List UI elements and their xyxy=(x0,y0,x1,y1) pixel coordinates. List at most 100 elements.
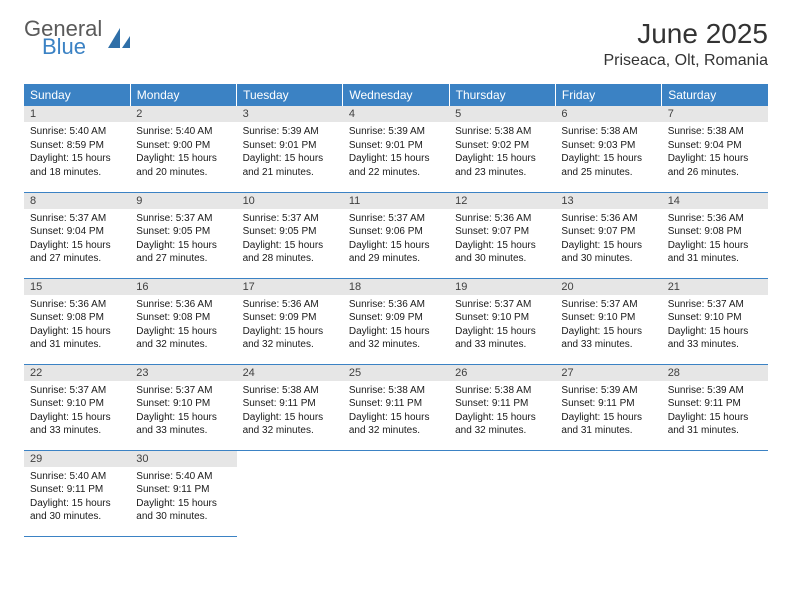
day-number: 2 xyxy=(130,106,236,122)
sunrise-line: Sunrise: 5:37 AM xyxy=(455,298,549,312)
sunrise-line: Sunrise: 5:36 AM xyxy=(455,212,549,226)
sunrise-line: Sunrise: 5:36 AM xyxy=(349,298,443,312)
day-details: Sunrise: 5:36 AMSunset: 9:09 PMDaylight:… xyxy=(343,295,449,356)
sunrise-line: Sunrise: 5:38 AM xyxy=(243,384,337,398)
sunrise-line: Sunrise: 5:37 AM xyxy=(349,212,443,226)
day-details: Sunrise: 5:39 AMSunset: 9:11 PMDaylight:… xyxy=(662,381,768,442)
day-details: Sunrise: 5:38 AMSunset: 9:03 PMDaylight:… xyxy=(555,122,661,183)
daylight-line: Daylight: 15 hours and 31 minutes. xyxy=(561,411,655,438)
day-details: Sunrise: 5:37 AMSunset: 9:10 PMDaylight:… xyxy=(662,295,768,356)
sunrise-line: Sunrise: 5:38 AM xyxy=(561,125,655,139)
calendar-cell: 10Sunrise: 5:37 AMSunset: 9:05 PMDayligh… xyxy=(237,192,343,278)
calendar-cell: 16Sunrise: 5:36 AMSunset: 9:08 PMDayligh… xyxy=(130,278,236,364)
sunset-line: Sunset: 9:03 PM xyxy=(561,139,655,153)
daylight-line: Daylight: 15 hours and 22 minutes. xyxy=(349,152,443,179)
day-number: 13 xyxy=(555,193,661,209)
day-details: Sunrise: 5:37 AMSunset: 9:05 PMDaylight:… xyxy=(130,209,236,270)
day-number: 22 xyxy=(24,365,130,381)
sunrise-line: Sunrise: 5:38 AM xyxy=(455,384,549,398)
daylight-line: Daylight: 15 hours and 32 minutes. xyxy=(455,411,549,438)
sunset-line: Sunset: 9:11 PM xyxy=(668,397,762,411)
sunset-line: Sunset: 9:11 PM xyxy=(561,397,655,411)
day-number: 17 xyxy=(237,279,343,295)
day-number: 29 xyxy=(24,451,130,467)
sunset-line: Sunset: 9:11 PM xyxy=(349,397,443,411)
calendar-cell: 13 Sunrise: 5:36 AMSunset: 9:07 PMDayligh… xyxy=(555,192,661,278)
sunset-line: Sunset: 9:11 PM xyxy=(243,397,337,411)
day-number: 6 xyxy=(555,106,661,122)
weekday-header: Wednesday xyxy=(343,84,449,106)
daylight-line: Daylight: 15 hours and 27 minutes. xyxy=(136,239,230,266)
sunset-line: Sunset: 9:01 PM xyxy=(349,139,443,153)
sunrise-line: Sunrise: 5:37 AM xyxy=(243,212,337,226)
day-number: 19 xyxy=(449,279,555,295)
calendar-cell: 27Sunrise: 5:39 AMSunset: 9:11 PMDayligh… xyxy=(555,364,661,450)
daylight-line: Daylight: 15 hours and 32 minutes. xyxy=(349,411,443,438)
calendar-table: SundayMondayTuesdayWednesdayThursdayFrid… xyxy=(24,84,768,537)
sunset-line: Sunset: 8:59 PM xyxy=(30,139,124,153)
calendar-cell: 24Sunrise: 5:38 AMSunset: 9:11 PMDayligh… xyxy=(237,364,343,450)
sunrise-line: Sunrise: 5:40 AM xyxy=(30,125,124,139)
daylight-line: Daylight: 15 hours and 29 minutes. xyxy=(349,239,443,266)
sunset-line: Sunset: 9:08 PM xyxy=(136,311,230,325)
sunset-line: Sunset: 9:11 PM xyxy=(455,397,549,411)
calendar-cell: 18Sunrise: 5:36 AMSunset: 9:09 PMDayligh… xyxy=(343,278,449,364)
daylight-line: Daylight: 15 hours and 33 minutes. xyxy=(668,325,762,352)
sunset-line: Sunset: 9:10 PM xyxy=(668,311,762,325)
daylight-line: Daylight: 15 hours and 33 minutes. xyxy=(561,325,655,352)
calendar-cell xyxy=(449,450,555,536)
logo-sail-icon xyxy=(106,26,132,52)
day-number: 7 xyxy=(662,106,768,122)
day-number: 26 xyxy=(449,365,555,381)
sunrise-line: Sunrise: 5:37 AM xyxy=(561,298,655,312)
sunset-line: Sunset: 9:05 PM xyxy=(243,225,337,239)
sunset-line: Sunset: 9:00 PM xyxy=(136,139,230,153)
day-details: Sunrise: 5:38 AMSunset: 9:02 PMDaylight:… xyxy=(449,122,555,183)
sunset-line: Sunset: 9:07 PM xyxy=(561,225,655,239)
sunrise-line: Sunrise: 5:39 AM xyxy=(243,125,337,139)
sunset-line: Sunset: 9:10 PM xyxy=(561,311,655,325)
sunrise-line: Sunrise: 5:36 AM xyxy=(136,298,230,312)
day-number: 30 xyxy=(130,451,236,467)
day-details: Sunrise: 5:37 AMSunset: 9:10 PMDaylight:… xyxy=(24,381,130,442)
sunrise-line: Sunrise: 5:37 AM xyxy=(136,212,230,226)
location: Priseaca, Olt, Romania xyxy=(603,52,768,70)
calendar-cell xyxy=(555,450,661,536)
logo-line2: Blue xyxy=(42,36,102,58)
weekday-header: Saturday xyxy=(662,84,768,106)
day-details: Sunrise: 5:39 AMSunset: 9:01 PMDaylight:… xyxy=(343,122,449,183)
day-details: Sunrise: 5:37 AMSunset: 9:10 PMDaylight:… xyxy=(130,381,236,442)
sunset-line: Sunset: 9:11 PM xyxy=(136,483,230,497)
sunrise-line: Sunrise: 5:36 AM xyxy=(30,298,124,312)
daylight-line: Daylight: 15 hours and 18 minutes. xyxy=(30,152,124,179)
daylight-line: Daylight: 15 hours and 31 minutes. xyxy=(668,411,762,438)
sunset-line: Sunset: 9:09 PM xyxy=(349,311,443,325)
sunrise-line: Sunrise: 5:36 AM xyxy=(243,298,337,312)
calendar-cell: 23Sunrise: 5:37 AMSunset: 9:10 PMDayligh… xyxy=(130,364,236,450)
calendar-cell: 21Sunrise: 5:37 AMSunset: 9:10 PMDayligh… xyxy=(662,278,768,364)
day-details: Sunrise: 5:40 AMSunset: 9:11 PMDaylight:… xyxy=(24,467,130,528)
day-details: Sunrise: 5:36 AMSunset: 9:08 PMDaylight:… xyxy=(24,295,130,356)
calendar-cell: 8Sunrise: 5:37 AMSunset: 9:04 PMDaylight… xyxy=(24,192,130,278)
daylight-line: Daylight: 15 hours and 30 minutes. xyxy=(561,239,655,266)
day-number: 21 xyxy=(662,279,768,295)
sunrise-line: Sunrise: 5:37 AM xyxy=(668,298,762,312)
day-number: 9 xyxy=(130,193,236,209)
title-block: June 2025 Priseaca, Olt, Romania xyxy=(603,18,768,70)
sunset-line: Sunset: 9:05 PM xyxy=(136,225,230,239)
sunrise-line: Sunrise: 5:40 AM xyxy=(136,125,230,139)
calendar-cell: 1Sunrise: 5:40 AMSunset: 8:59 PMDaylight… xyxy=(24,106,130,192)
calendar-cell: 15Sunrise: 5:36 AMSunset: 9:08 PMDayligh… xyxy=(24,278,130,364)
daylight-line: Daylight: 15 hours and 27 minutes. xyxy=(30,239,124,266)
calendar-cell: 19Sunrise: 5:37 AMSunset: 9:10 PMDayligh… xyxy=(449,278,555,364)
sunrise-line: Sunrise: 5:36 AM xyxy=(561,212,655,226)
day-number: 28 xyxy=(662,365,768,381)
daylight-line: Daylight: 15 hours and 32 minutes. xyxy=(136,325,230,352)
day-number: 18 xyxy=(343,279,449,295)
sunset-line: Sunset: 9:09 PM xyxy=(243,311,337,325)
logo-text: General Blue xyxy=(24,18,102,58)
day-details: Sunrise: 5:38 AMSunset: 9:11 PMDaylight:… xyxy=(237,381,343,442)
calendar-cell: 26 Sunrise: 5:38 AMSunset: 9:11 PMDayligh… xyxy=(449,364,555,450)
day-details: Sunrise: 5:37 AMSunset: 9:10 PMDaylight:… xyxy=(449,295,555,356)
day-details: Sunrise: 5:38 AMSunset: 9:04 PMDaylight:… xyxy=(662,122,768,183)
